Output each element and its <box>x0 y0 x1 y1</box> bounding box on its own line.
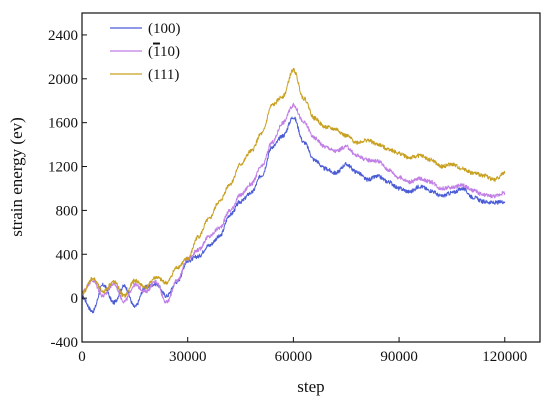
series-layer <box>81 67 506 314</box>
y-tick-label: 2000 <box>48 72 78 88</box>
y-tick-label: 1200 <box>48 160 78 176</box>
x-tick-label: 0 <box>78 349 86 365</box>
legend-label-2: (111) <box>148 67 179 83</box>
plot-area <box>81 67 506 314</box>
x-axis-label: step <box>297 377 324 396</box>
axis-frame <box>81 12 541 343</box>
y-tick-label: 800 <box>56 203 79 219</box>
y-tick-label: -400 <box>51 335 79 351</box>
legend-label-1: (110) <box>148 44 180 60</box>
x-tick-label: 30000 <box>169 349 207 365</box>
series-line-1 <box>81 102 506 304</box>
tick-layer: 0 30000 60000 90000 120000-40004008001200160… <box>48 28 527 365</box>
y-axis-label: strain energy (ev) <box>7 117 26 237</box>
legend-label-0: (100) <box>148 21 181 37</box>
y-tick-label: 0 <box>71 291 79 307</box>
x-tick-label: 60000 <box>275 349 313 365</box>
y-tick-label: 400 <box>56 247 79 263</box>
x-tick-label: 120000 <box>482 349 527 365</box>
legend: (100) (110) (111) <box>110 21 181 83</box>
y-tick-label: 1600 <box>48 116 78 132</box>
x-tick-label: 90000 <box>380 349 418 365</box>
series-line-2 <box>81 67 506 298</box>
y-tick-label: 2400 <box>48 28 78 44</box>
